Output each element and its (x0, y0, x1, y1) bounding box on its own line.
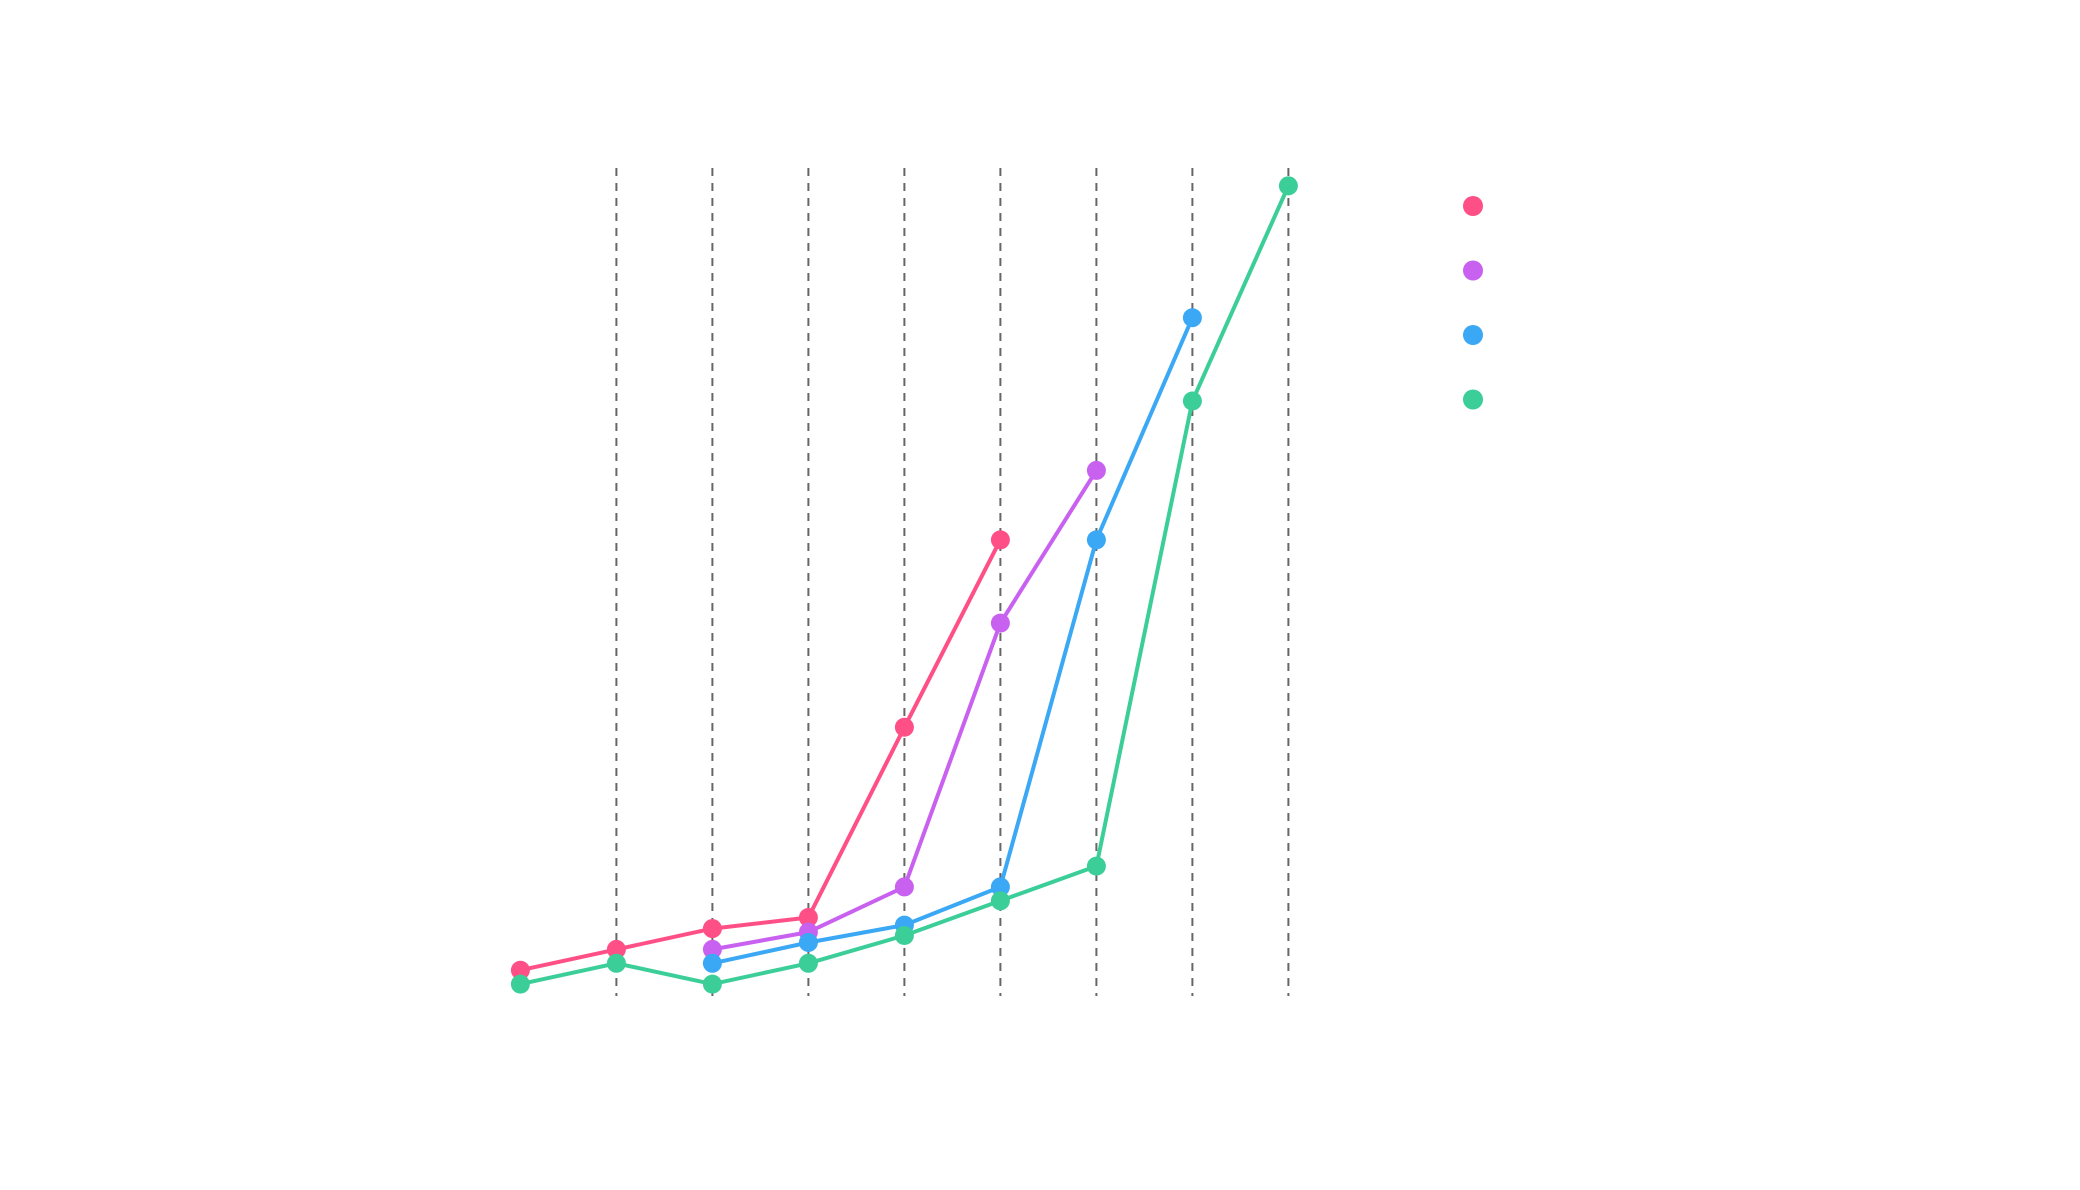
data-point-series-2-x-7 (1086, 460, 1106, 480)
data-point-series-4-x-9 (1278, 176, 1298, 196)
data-point-series-4-x-3 (702, 974, 722, 994)
data-point-series-4-x-4 (798, 953, 818, 973)
data-point-series-1-x-3 (702, 919, 722, 939)
legend-marker-4 (1463, 389, 1483, 410)
data-point-series-4-x-5 (894, 926, 914, 946)
data-points (510, 176, 1298, 994)
data-point-series-2-x-3 (702, 939, 722, 959)
data-point-series-3-x-4 (798, 932, 818, 952)
data-point-series-1-x-1 (510, 960, 530, 980)
data-point-series-1-x-5 (894, 717, 914, 737)
legend (1463, 196, 1483, 410)
data-point-series-1-x-2 (606, 939, 626, 959)
legend-marker-1 (1463, 196, 1483, 216)
data-point-series-3-x-8 (1182, 308, 1202, 328)
data-point-series-4-x-6 (990, 891, 1010, 911)
data-point-series-4-x-1 (510, 974, 530, 994)
data-point-series-4-x-2 (606, 953, 626, 973)
data-point-series-2-x-6 (990, 613, 1010, 633)
data-point-series-1-x-4 (798, 907, 818, 927)
data-point-series-4-x-7 (1086, 856, 1106, 876)
data-point-series-3-x-7 (1086, 530, 1106, 550)
series-line-1 (518, 537, 1003, 973)
data-point-series-3-x-3 (702, 953, 722, 973)
data-point-series-4-x-8 (1182, 391, 1202, 411)
data-point-series-2-x-5 (894, 877, 914, 897)
series-line-3 (710, 315, 1195, 966)
gridlines (615, 168, 1290, 996)
data-point-series-1-x-6 (990, 530, 1010, 550)
legend-marker-3 (1463, 325, 1483, 345)
data-point-series-3-x-6 (990, 877, 1010, 897)
legend-marker-2 (1463, 260, 1483, 281)
